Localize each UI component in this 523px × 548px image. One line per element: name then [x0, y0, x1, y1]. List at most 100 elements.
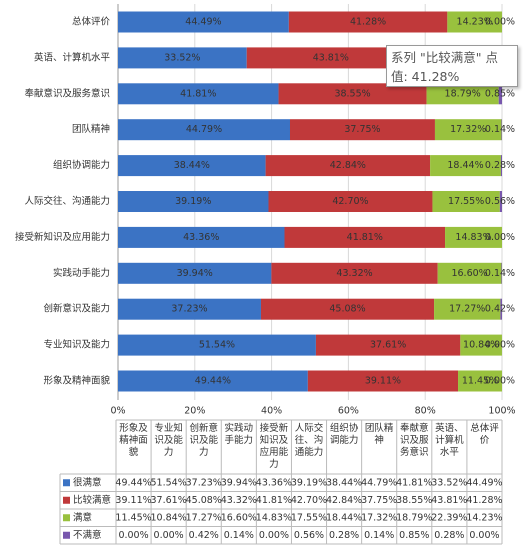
- tooltip: 系列 "比较满意" 点 值: 41.28%: [386, 45, 518, 87]
- data-label: 43.32%: [336, 268, 372, 279]
- table-header: 形象及精神面貌: [119, 423, 148, 458]
- data-label: 38.55%: [334, 88, 370, 99]
- table-cell: 38.44%: [326, 477, 362, 488]
- table-cell: 17.55%: [291, 512, 327, 523]
- bar-segment: [271, 262, 438, 284]
- legend-label: 不满意: [73, 529, 102, 541]
- table-cell: 37.23%: [186, 477, 222, 488]
- bar-segment: [315, 334, 461, 356]
- data-label: 37.75%: [344, 124, 380, 135]
- bar-segment: [118, 262, 272, 284]
- table-cell: 41.81%: [396, 477, 432, 488]
- table-cell: 51.54%: [151, 477, 187, 488]
- data-label: 41.81%: [180, 88, 216, 99]
- data-label: 0.00%: [485, 232, 515, 243]
- bar-segment: [265, 155, 431, 177]
- data-label: 17.32%: [450, 124, 486, 135]
- table-cell: 22.39%: [431, 512, 467, 523]
- bar-segment: [500, 155, 502, 177]
- bar-segment: [289, 119, 435, 141]
- table-cell: 42.70%: [291, 495, 327, 506]
- bar-segment: [499, 191, 502, 212]
- table-cell: 0.00%: [154, 530, 184, 541]
- table-cell: 43.81%: [431, 495, 467, 506]
- legend-label: 很满意: [73, 476, 102, 488]
- table-cell: 14.23%: [466, 512, 502, 523]
- data-label: 37.61%: [370, 340, 406, 351]
- table-cell: 42.84%: [326, 495, 362, 506]
- y-tick-label: 组织协调能力: [53, 159, 110, 171]
- y-tick-label: 接受新知识及应用能力: [15, 231, 110, 243]
- table-cell: 18.79%: [396, 512, 432, 523]
- data-label: 14.23%: [457, 17, 493, 28]
- table-cell: 38.55%: [396, 495, 432, 506]
- table-header: 实践动手能力: [224, 423, 254, 446]
- data-label: 0.14%: [485, 268, 515, 279]
- x-tick-label: 40%: [261, 406, 282, 417]
- data-label: 51.54%: [199, 340, 235, 351]
- table-cell: 17.32%: [361, 512, 397, 523]
- data-label: 44.79%: [186, 124, 222, 135]
- y-tick-label: 总体评价: [72, 16, 111, 28]
- bar-segment: [118, 119, 290, 141]
- y-tick-label: 奉献意识及服务意识: [24, 87, 110, 99]
- data-label: 0.00%: [485, 17, 515, 28]
- data-label: 38.44%: [174, 160, 210, 171]
- bar-segment: [498, 83, 502, 105]
- data-label: 42.70%: [332, 196, 368, 207]
- data-label: 39.19%: [175, 196, 211, 207]
- data-label: 33.52%: [164, 52, 200, 63]
- data-label: 10.84%: [463, 340, 499, 351]
- tooltip-line: 系列 "比较满意" 点: [391, 50, 498, 65]
- y-tick-label: 人际交往、沟通能力: [24, 195, 110, 207]
- table-cell: 39.19%: [291, 477, 327, 488]
- table-cell: 0.85%: [399, 530, 429, 541]
- table-cell: 0.42%: [189, 530, 219, 541]
- y-tick-label: 英语、计算机水平: [34, 51, 111, 63]
- bar-segment: [118, 191, 269, 212]
- bar-segment: [500, 298, 502, 320]
- bar-segment: [284, 226, 446, 248]
- bar-segment: [118, 83, 279, 105]
- table-cell: 14.83%: [256, 512, 292, 523]
- table-header: 奉献意识及服务意识: [400, 423, 429, 458]
- bar-segment: [246, 47, 415, 69]
- y-tick-label: 专业知识及能力: [43, 339, 110, 351]
- table-cell: 0.14%: [224, 530, 254, 541]
- bar-segment: [260, 298, 435, 320]
- table-cell: 45.08%: [186, 495, 222, 506]
- bar-segment: [118, 11, 289, 33]
- x-tick-label: 20%: [184, 406, 205, 417]
- table-cell: 16.60%: [221, 512, 257, 523]
- data-label: 17.27%: [449, 304, 485, 315]
- x-tick-label: 80%: [415, 406, 436, 417]
- bar-segment: [118, 334, 316, 356]
- table-cell: 10.84%: [151, 512, 187, 523]
- bar-segment: [268, 191, 433, 212]
- data-label: 39.94%: [177, 268, 213, 279]
- table-header: 组织协调能力: [329, 423, 359, 446]
- table-cell: 0.28%: [434, 530, 464, 541]
- bar-segment: [426, 83, 499, 105]
- bar-segment: [118, 370, 308, 392]
- tooltip-line: 值: 41.28%: [391, 69, 460, 84]
- bar-segment: [432, 191, 500, 212]
- bar-segment: [307, 370, 459, 392]
- bar-segment: [288, 11, 448, 33]
- legend-swatch: [63, 496, 70, 504]
- table-cell: 17.27%: [186, 512, 222, 523]
- table-header: 人际交往、沟通能力: [294, 423, 324, 458]
- table-cell: 11.45%: [115, 512, 151, 523]
- legend-swatch: [63, 479, 70, 487]
- table-cell: 49.44%: [115, 477, 151, 488]
- bar-segment: [278, 83, 427, 105]
- table-cell: 37.75%: [361, 495, 397, 506]
- table-cell: 0.28%: [329, 530, 359, 541]
- data-label: 18.79%: [445, 88, 481, 99]
- data-label: 0.00%: [485, 340, 515, 351]
- bar-segment: [118, 47, 247, 69]
- table-header: 接受新知识及应用能力: [259, 423, 289, 470]
- table-cell: 18.44%: [326, 512, 362, 523]
